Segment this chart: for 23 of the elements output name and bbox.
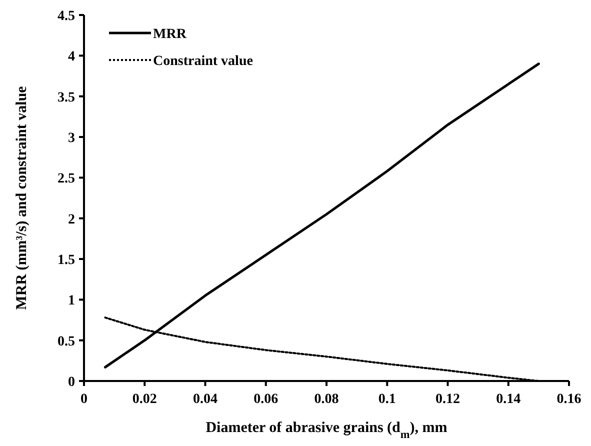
x-tick-label: 0.08 <box>314 392 339 407</box>
x-tick-label: 0.14 <box>496 392 521 407</box>
x-tick-label: 0.12 <box>436 392 460 407</box>
x-tick-label: 0.04 <box>193 392 218 407</box>
legend-label: Constraint value <box>153 54 253 69</box>
y-tick-label: 4.5 <box>58 9 75 24</box>
y-tick-label: 2 <box>68 212 75 228</box>
x-tick-label: 0.02 <box>132 392 157 407</box>
x-tick-label: 0.06 <box>254 392 278 407</box>
y-tick-label: 2.5 <box>58 172 75 187</box>
x-axis-title: Diameter of abrasive grains (d$_{m}$), mm <box>206 420 448 441</box>
y-tick-label: 1.5 <box>58 253 75 268</box>
x-tick-label: 0.16 <box>556 392 582 407</box>
x-tick-label: 0 <box>80 392 88 407</box>
y-tick-label: 1 <box>68 294 75 309</box>
y-tick-label: 0 <box>68 375 75 390</box>
x-tick-label: 0.1 <box>378 392 396 407</box>
y-tick-label: 3 <box>68 131 75 146</box>
y-axis-title: MRR (mm³/s) and constraint value <box>14 86 30 310</box>
legend-label: MRR <box>153 27 188 42</box>
y-tick-label: 4 <box>68 50 75 65</box>
y-tick-label: 0.5 <box>58 334 75 350</box>
y-tick-label: 3.5 <box>58 90 75 106</box>
